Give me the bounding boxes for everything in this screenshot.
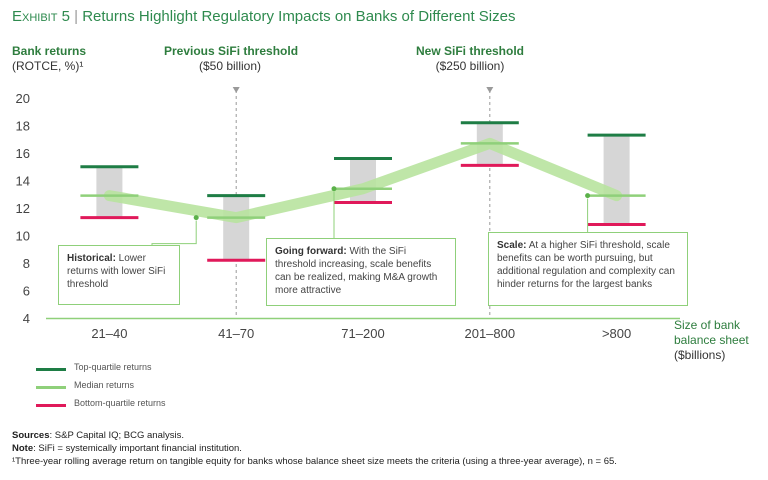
annotation-dot: [331, 186, 337, 192]
note-text: : SiFi = systemically important financia…: [33, 443, 242, 454]
threshold-subtitle: ($250 billion): [435, 59, 505, 73]
x-tick-label: 21–40: [91, 326, 127, 341]
x-axis-header: Size of bank balance sheet ($billions): [674, 318, 749, 363]
annotation-bold: Scale:: [497, 240, 527, 251]
y-tick-label: 10: [16, 229, 30, 244]
threshold-header-new: New SiFi threshold ($250 billion): [410, 44, 530, 74]
annotation-scale: Scale: At a higher SiFi threshold, scale…: [488, 232, 688, 306]
y-axis-header: Bank returns (ROTCE, %)¹: [12, 44, 86, 74]
y-tick-label: 16: [16, 146, 30, 161]
y-axis-title: Bank returns: [12, 44, 87, 58]
title-separator: |: [74, 8, 79, 25]
threshold-header-previous: Previous SiFi threshold ($50 billion): [164, 44, 299, 74]
y-tick-label: 14: [16, 174, 30, 189]
x-tick-label: 71–200: [341, 326, 384, 341]
y-tick-label: 8: [23, 256, 30, 271]
y-tick-label: 6: [23, 284, 30, 299]
sources-text: : S&P Capital IQ; BCG analysis.: [49, 430, 184, 441]
range-box: [223, 195, 250, 261]
range-box: [603, 135, 630, 225]
annotation-text: At a higher SiFi threshold, scale benefi…: [497, 240, 675, 290]
exhibit-number: Exhibit 5: [12, 8, 70, 25]
annotation-text: Lower returns with lower SiFi threshold: [67, 253, 166, 290]
x-axis-title-line2: balance sheet: [674, 333, 749, 347]
x-axis-title-line1: Size of bank: [674, 318, 741, 332]
legend-label: Median returns: [74, 380, 135, 390]
annotation-connector: [151, 220, 197, 245]
y-tick-label: 18: [16, 119, 30, 134]
footnote-1: ¹Three-year rolling average return on ta…: [12, 456, 617, 467]
sources-label: Sources: [12, 430, 50, 441]
y-tick-label: 12: [16, 201, 30, 216]
legend-label: Top-quartile returns: [74, 362, 152, 372]
x-tick-label: 201–800: [464, 326, 515, 341]
annotation-text: With the SiFi threshold increasing, scal…: [275, 246, 438, 296]
legend-item-top: Top-quartile returns: [36, 362, 256, 380]
legend-swatch: [36, 368, 66, 371]
legend-item-bottom: Bottom-quartile returns: [36, 398, 256, 416]
footnote-sources: Sources: S&P Capital IQ; BCG analysis.: [12, 430, 184, 441]
annotation-historical: Historical: Lower returns with lower SiF…: [58, 245, 180, 305]
footnote-note: Note: SiFi = systemically important fina…: [12, 443, 242, 454]
threshold-arrow: [232, 87, 240, 93]
threshold-title: New SiFi threshold: [415, 44, 524, 58]
annotation-bold: Going forward:: [275, 246, 347, 257]
x-tick-label: >800: [602, 326, 631, 341]
legend-item-median: Median returns: [36, 380, 256, 398]
note-label: Note: [12, 443, 34, 454]
annotation-going-forward: Going forward: With the SiFi threshold i…: [266, 238, 456, 306]
y-tick-label: 4: [23, 311, 30, 326]
title-text: Returns Highlight Regulatory Impacts on …: [82, 8, 516, 25]
legend-swatch: [36, 386, 66, 389]
threshold-subtitle: ($50 billion): [198, 59, 262, 73]
threshold-title: Previous SiFi threshold: [164, 44, 299, 58]
annotation-dot: [585, 193, 591, 199]
legend-swatch: [36, 404, 66, 407]
chart-title: Exhibit 5 | Returns Highlight Regulatory…: [12, 8, 515, 25]
x-tick-label: 41–70: [218, 326, 254, 341]
x-axis-unit: ($billions): [674, 348, 726, 362]
annotation-bold: Historical:: [67, 253, 116, 264]
legend: Top-quartile returns Median returns Bott…: [36, 362, 256, 416]
y-tick-label: 20: [16, 91, 30, 106]
y-axis-unit: (ROTCE, %)¹: [12, 59, 84, 73]
threshold-arrow: [486, 87, 494, 93]
annotation-dot: [193, 215, 199, 221]
legend-label: Bottom-quartile returns: [74, 398, 166, 408]
